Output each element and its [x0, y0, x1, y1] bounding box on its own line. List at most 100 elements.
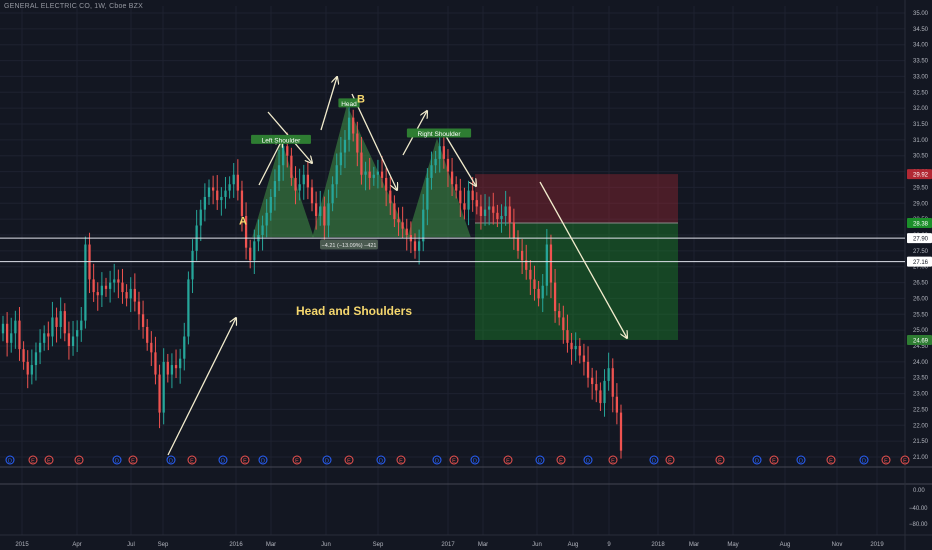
candle-body: [166, 361, 169, 375]
trend-arrows[interactable]: [167, 77, 627, 456]
pattern-label: Right Shoulder: [418, 131, 462, 138]
candle-body: [450, 171, 454, 185]
time-tick-label: Nov: [832, 542, 843, 548]
indicator-tick: −40.00: [909, 506, 928, 512]
dividend-marker: [649, 455, 659, 465]
candle-body: [516, 238, 520, 251]
pattern-triangle: [252, 139, 314, 238]
earnings-marker: [396, 455, 406, 465]
event-marker-letter: E: [190, 459, 194, 465]
candle-body: [158, 374, 161, 413]
candle-body: [261, 225, 264, 235]
candle-body: [500, 215, 503, 220]
candle-body: [397, 219, 400, 223]
event-marker-letter: D: [221, 459, 225, 465]
candle-body: [67, 333, 71, 346]
trend-arrow: [167, 318, 236, 456]
earnings-marker: [449, 455, 459, 465]
candle-body: [179, 358, 182, 369]
candle-body: [216, 190, 219, 201]
candle-body: [117, 279, 120, 283]
candle-body: [100, 285, 104, 296]
price-tick-label: 31.50: [913, 122, 929, 128]
candle-body: [211, 187, 215, 191]
pattern-label: Head: [341, 101, 357, 108]
support-lines[interactable]: [0, 237, 905, 263]
earnings-marker: [608, 455, 618, 465]
event-marker-letter: E: [884, 459, 888, 465]
price-tick-label: 30.50: [913, 154, 929, 160]
time-tick-label: Apr: [72, 542, 81, 548]
candle-body: [314, 203, 318, 216]
candle-body: [191, 250, 194, 280]
candle-body: [47, 333, 50, 337]
candle-body: [108, 282, 112, 289]
time-tick-label: Sep: [373, 542, 384, 548]
earnings-marker: [715, 455, 725, 465]
candle-body: [331, 184, 334, 204]
price-badge: 24.69: [913, 338, 929, 344]
candle-body: [368, 171, 371, 178]
candle-body: [319, 206, 322, 216]
event-marker-letter: E: [131, 459, 135, 465]
candle-body: [562, 317, 565, 331]
symbol-header: GENERAL ELECTRIC CO, 1W, Cboe BZX: [4, 3, 143, 10]
event-marker-letter: E: [347, 459, 351, 465]
candle-body: [582, 355, 586, 362]
candle-body: [463, 203, 466, 210]
event-marker-letter: D: [473, 459, 477, 465]
candle-body: [570, 342, 573, 350]
dividend-marker: [112, 455, 122, 465]
price-badge-bg: [907, 217, 932, 228]
candle-body: [84, 244, 87, 321]
event-marker-letter: D: [435, 459, 439, 465]
earnings-marker: [344, 455, 354, 465]
candle-body: [566, 330, 569, 343]
candle-body: [364, 171, 367, 175]
long-position-tool[interactable]: [475, 174, 678, 340]
candle-body: [125, 292, 128, 299]
price-tick-label: 25.50: [913, 312, 929, 318]
candle-body: [59, 311, 62, 327]
earnings-marker: [240, 455, 250, 465]
measure-label: −4.21 (−13.09%) −421: [322, 243, 377, 249]
time-axis[interactable]: 2015 Apr Jul Sep 2016 Mar Jun Sep 2017 Mar Jun Aug 9…: [15, 542, 884, 548]
price-badge: 27.90: [913, 237, 929, 243]
candle-body: [174, 365, 178, 369]
pattern-title-annotation[interactable]: Head and Shoulders: [296, 304, 413, 318]
candle-body: [146, 326, 149, 343]
candle-body: [611, 368, 614, 397]
price-axis[interactable]: 35.00 34.50 34.00 33.50 33.00 32.50 32.00 31.50…: [907, 11, 932, 461]
time-tick-label: 9: [607, 542, 611, 548]
candle-body: [10, 333, 13, 343]
candle-body: [224, 190, 227, 197]
earnings-marker: [503, 455, 513, 465]
candle-body: [467, 190, 470, 210]
candle-body: [30, 365, 33, 375]
candle-body: [244, 215, 248, 248]
candle-body: [385, 177, 388, 191]
price-badge: 29.92: [913, 173, 929, 179]
price-tick-label: 29.00: [913, 201, 929, 207]
candle-body: [207, 187, 211, 197]
candle-body: [76, 330, 79, 337]
candle-body: [55, 317, 58, 327]
candle-body: [141, 314, 145, 327]
time-tick-label: Aug: [568, 542, 579, 548]
candle-body: [479, 206, 483, 216]
candle-body: [43, 333, 46, 343]
candle-body: [356, 133, 359, 153]
candle-body: [549, 244, 553, 283]
time-tick-label: Jun: [532, 542, 542, 548]
pattern-label-bg: [251, 134, 311, 144]
indicator-tick: −80.00: [909, 522, 928, 528]
candle-body: [483, 209, 487, 216]
candle-body: [446, 158, 450, 172]
earnings-marker: [187, 455, 197, 465]
candle-body: [80, 320, 83, 331]
candle-body: [529, 269, 532, 280]
candle-body: [545, 244, 548, 286]
